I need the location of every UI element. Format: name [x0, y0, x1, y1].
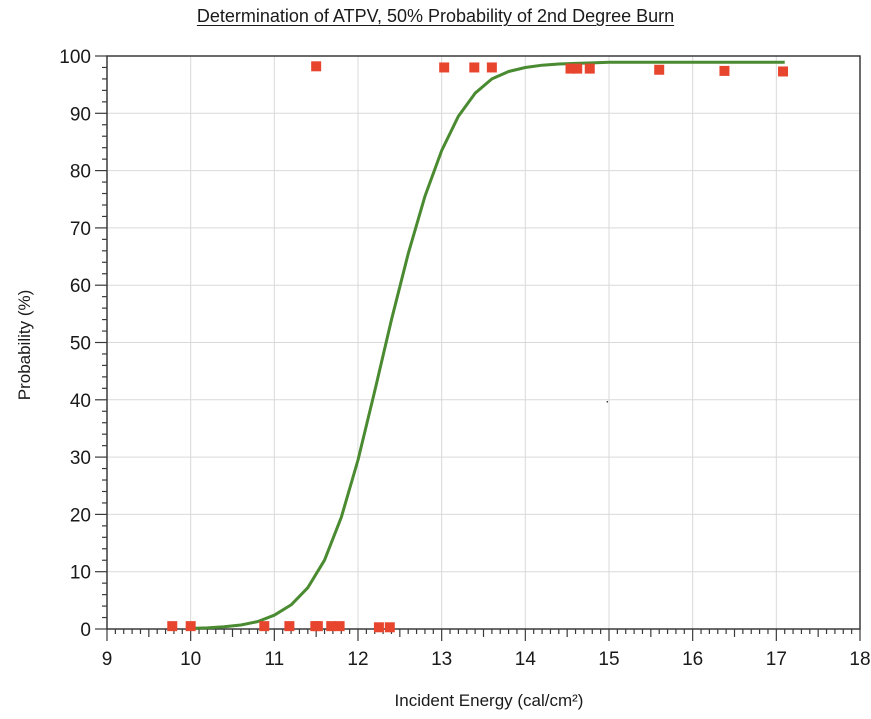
y-tick-label: 40 [70, 391, 91, 412]
data-point [284, 621, 295, 632]
x-tick-label: 10 [180, 649, 201, 670]
points-layer [167, 61, 789, 633]
data-point [384, 622, 395, 633]
y-tick-label: 100 [59, 47, 91, 68]
data-point [469, 62, 480, 73]
x-axis-title: Incident Energy (cal/cm²) [395, 691, 584, 710]
data-point [565, 63, 576, 74]
x-tick-label: 14 [515, 649, 537, 670]
data-point [719, 65, 730, 76]
data-point [584, 63, 595, 74]
data-point [334, 621, 345, 632]
data-point [326, 621, 337, 632]
data-point [312, 621, 323, 632]
y-tick-label: 30 [70, 448, 91, 469]
y-tick-label: 90 [70, 104, 91, 125]
x-tick-label: 18 [849, 649, 870, 670]
y-tick-label: 0 [80, 620, 91, 641]
curve-layer [190, 60, 785, 630]
y-tick-label: 70 [70, 219, 91, 240]
x-tick-label: 12 [347, 649, 368, 670]
annotation-layer: · [605, 393, 610, 409]
fit-curve [190, 60, 785, 630]
grid-layer [107, 56, 860, 629]
data-point [311, 61, 322, 72]
x-tick-label: 13 [431, 649, 452, 670]
y-tick-label: 60 [70, 276, 91, 297]
data-point [778, 66, 789, 77]
x-tick-label: 15 [598, 649, 619, 670]
axis-layer: 9 10 11 12 13 14 15 16 17 18 0 10 20 30 40 50 60 70 80 90 10… [59, 47, 870, 670]
data-point [439, 62, 450, 73]
x-tick-label: 9 [102, 649, 113, 670]
y-tick-label: 10 [70, 563, 91, 584]
data-point [167, 621, 178, 632]
data-point [654, 64, 665, 75]
data-point [572, 63, 583, 74]
y-tick-label: 80 [70, 162, 91, 183]
y-axis-title: Probability (%) [15, 290, 34, 401]
data-point [259, 621, 270, 632]
x-tick-label: 16 [682, 649, 703, 670]
annotation-mark: · [605, 393, 610, 409]
data-point [185, 621, 196, 632]
data-point [486, 62, 497, 73]
y-tick-label: 50 [70, 334, 91, 355]
chart-title: Determination of ATPV, 50% Probability o… [196, 6, 675, 26]
x-tick-label: 17 [766, 649, 787, 670]
x-tick-label: 11 [264, 649, 284, 670]
y-tick-label: 20 [70, 505, 91, 526]
data-point [373, 622, 384, 633]
